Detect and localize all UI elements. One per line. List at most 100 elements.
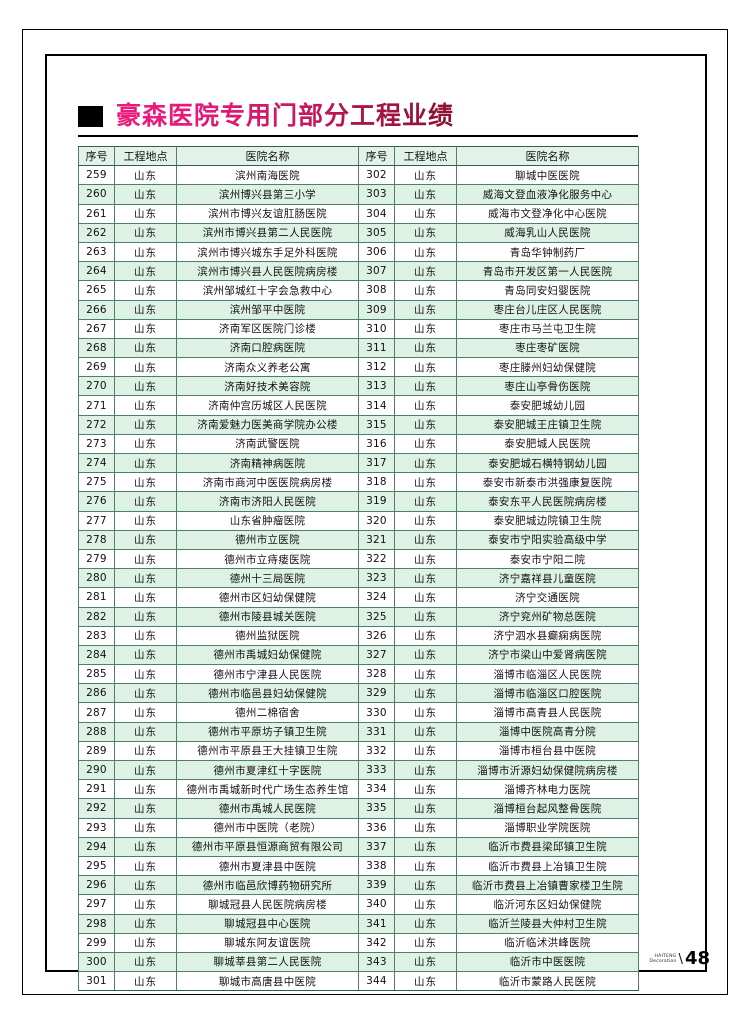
cell-hospital-right: 泰安肥城边院镇卫生院 bbox=[456, 510, 639, 531]
cell-seq-left: 269 bbox=[78, 357, 115, 378]
cell-seq-right: 317 bbox=[358, 452, 395, 474]
cell-hospital-right: 泰安市宁阳二院 bbox=[456, 548, 639, 570]
cell-seq-right: 322 bbox=[358, 548, 395, 570]
cell-seq-left: 300 bbox=[78, 951, 115, 973]
cell-seq-right: 323 bbox=[358, 568, 395, 589]
cell-seq-left: 263 bbox=[78, 241, 115, 263]
cell-seq-left: 268 bbox=[78, 337, 115, 359]
cell-seq-right: 334 bbox=[358, 779, 395, 800]
cell-location-left: 山东 bbox=[114, 644, 177, 666]
table-row: 301 山东 聊城市高唐县中医院 344 山东 临沂市蒙路人民医院 bbox=[78, 971, 639, 992]
cell-hospital-right: 济宁泗水县癫痫病医院 bbox=[456, 625, 639, 646]
cell-seq-left: 299 bbox=[78, 932, 115, 953]
cell-location-left: 山东 bbox=[114, 759, 177, 781]
cell-hospital-left: 德州市临邑欣博药物研究所 bbox=[176, 875, 359, 896]
cell-hospital-left: 济南口腔病医院 bbox=[176, 337, 359, 359]
table-row: 274 山东 济南精神病医院 317 山东 泰安肥城石横特钢幼儿园 bbox=[78, 452, 639, 474]
cell-location-left: 山东 bbox=[114, 452, 177, 474]
cell-seq-left: 261 bbox=[78, 203, 115, 224]
table-row: 264 山东 滨州市博兴县人民医院病房楼 307 山东 青岛市开发区第一人民医院 bbox=[78, 261, 639, 282]
cell-hospital-left: 滨州南海医院 bbox=[176, 165, 359, 186]
table-row: 276 山东 济南市济阳人民医院 319 山东 泰安东平人民医院病房楼 bbox=[78, 491, 639, 512]
cell-hospital-left: 德州市夏津县中医院 bbox=[176, 855, 359, 877]
cell-location-right: 山东 bbox=[394, 318, 457, 339]
cell-hospital-left: 德州市中医院（老院） bbox=[176, 817, 359, 838]
cell-seq-right: 333 bbox=[358, 759, 395, 781]
cell-location-left: 山东 bbox=[114, 951, 177, 973]
cell-hospital-left: 滨州博兴县第三小学 bbox=[176, 184, 359, 205]
cell-seq-left: 278 bbox=[78, 529, 115, 550]
cell-hospital-left: 德州二棉宿舍 bbox=[176, 702, 359, 723]
cell-hospital-right: 临沂市蒙路人民医院 bbox=[456, 971, 639, 992]
table-row: 261 山东 滨州市博兴友谊肛肠医院 304 山东 威海市文登净化中心医院 bbox=[78, 203, 639, 224]
table-row: 298 山东 聊城冠县中心医院 341 山东 临沂兰陵县大仲村卫生院 bbox=[78, 913, 639, 934]
table-row: 289 山东 德州市平原县王大挂镇卫生院 332 山东 淄博市桓台县中医院 bbox=[78, 740, 639, 762]
table-row: 277 山东 山东省肿瘤医院 320 山东 泰安肥城边院镇卫生院 bbox=[78, 510, 639, 531]
cell-location-left: 山东 bbox=[114, 894, 177, 915]
cell-location-left: 山东 bbox=[114, 299, 177, 320]
cell-seq-right: 340 bbox=[358, 894, 395, 915]
cell-hospital-right: 威海市文登净化中心医院 bbox=[456, 203, 639, 224]
cell-seq-left: 259 bbox=[78, 165, 115, 186]
cell-location-right: 山东 bbox=[394, 913, 457, 934]
cell-location-right: 山东 bbox=[394, 568, 457, 589]
cell-hospital-right: 泰安肥城王庄镇卫生院 bbox=[456, 414, 639, 435]
cell-hospital-right: 淄博桓台起风整骨医院 bbox=[456, 798, 639, 819]
cell-location-left: 山东 bbox=[114, 836, 177, 857]
cell-seq-left: 288 bbox=[78, 721, 115, 742]
table-row: 259 山东 滨州南海医院 302 山东 聊城中医医院 bbox=[78, 165, 639, 186]
cell-seq-right: 338 bbox=[358, 855, 395, 877]
cell-seq-left: 273 bbox=[78, 433, 115, 455]
cell-hospital-right: 济宁市梁山中爱肾病医院 bbox=[456, 644, 639, 666]
cell-location-left: 山东 bbox=[114, 606, 177, 627]
cell-location-right: 山东 bbox=[394, 510, 457, 531]
cell-location-right: 山东 bbox=[394, 395, 457, 416]
cell-seq-left: 276 bbox=[78, 491, 115, 512]
cell-location-right: 山东 bbox=[394, 875, 457, 896]
cell-seq-right: 336 bbox=[358, 817, 395, 838]
cell-seq-left: 297 bbox=[78, 894, 115, 915]
cell-hospital-left: 济南精神病医院 bbox=[176, 452, 359, 474]
cell-seq-right: 331 bbox=[358, 721, 395, 742]
cell-seq-right: 344 bbox=[358, 971, 395, 992]
cell-seq-left: 280 bbox=[78, 568, 115, 589]
cell-seq-right: 306 bbox=[358, 241, 395, 263]
cell-hospital-left: 德州十三局医院 bbox=[176, 568, 359, 589]
cell-seq-left: 260 bbox=[78, 184, 115, 205]
cell-seq-left: 298 bbox=[78, 913, 115, 934]
cell-seq-left: 264 bbox=[78, 261, 115, 282]
cell-location-left: 山东 bbox=[114, 510, 177, 531]
cell-hospital-right: 淄博市沂源妇幼保健院病房楼 bbox=[456, 759, 639, 781]
cell-hospital-right: 淄博职业学院医院 bbox=[456, 817, 639, 838]
cell-hospital-left: 聊城冠县中心医院 bbox=[176, 913, 359, 934]
cell-location-left: 山东 bbox=[114, 491, 177, 512]
column-header-seq-left: 序号 bbox=[78, 145, 115, 167]
cell-seq-left: 282 bbox=[78, 606, 115, 627]
column-header-seq-right: 序号 bbox=[358, 145, 395, 167]
cell-hospital-right: 临沂市费县梁邱镇卫生院 bbox=[456, 836, 639, 857]
cell-location-left: 山东 bbox=[114, 721, 177, 742]
cell-location-right: 山东 bbox=[394, 971, 457, 992]
cell-seq-right: 310 bbox=[358, 318, 395, 339]
cell-location-right: 山东 bbox=[394, 280, 457, 301]
table-row: 297 山东 聊城冠县人民医院病房楼 340 山东 临沂河东区妇幼保健院 bbox=[78, 894, 639, 915]
cell-seq-left: 287 bbox=[78, 702, 115, 723]
cell-hospital-left: 聊城东阿友谊医院 bbox=[176, 932, 359, 953]
table-row: 270 山东 济南好技术美容院 313 山东 枣庄山亭骨伤医院 bbox=[78, 376, 639, 397]
black-square-marker-icon bbox=[78, 106, 103, 127]
cell-location-left: 山东 bbox=[114, 548, 177, 570]
cell-hospital-left: 滨州邹平中医院 bbox=[176, 299, 359, 320]
cell-location-left: 山东 bbox=[114, 318, 177, 339]
cell-location-right: 山东 bbox=[394, 779, 457, 800]
cell-seq-right: 337 bbox=[358, 836, 395, 857]
cell-hospital-right: 淄博市高青县人民医院 bbox=[456, 702, 639, 723]
cell-location-left: 山东 bbox=[114, 165, 177, 186]
cell-seq-right: 327 bbox=[358, 644, 395, 666]
cell-hospital-right: 枣庄滕州妇幼保健院 bbox=[456, 357, 639, 378]
cell-seq-right: 305 bbox=[358, 222, 395, 243]
cell-location-left: 山东 bbox=[114, 280, 177, 301]
cell-location-left: 山东 bbox=[114, 817, 177, 838]
cell-hospital-right: 临沂市费县上冶镇曹家楼卫生院 bbox=[456, 875, 639, 896]
page-footer: HAITENG Decoration \ 48 bbox=[648, 946, 710, 968]
cell-hospital-right: 临沂河东区妇幼保健院 bbox=[456, 894, 639, 915]
